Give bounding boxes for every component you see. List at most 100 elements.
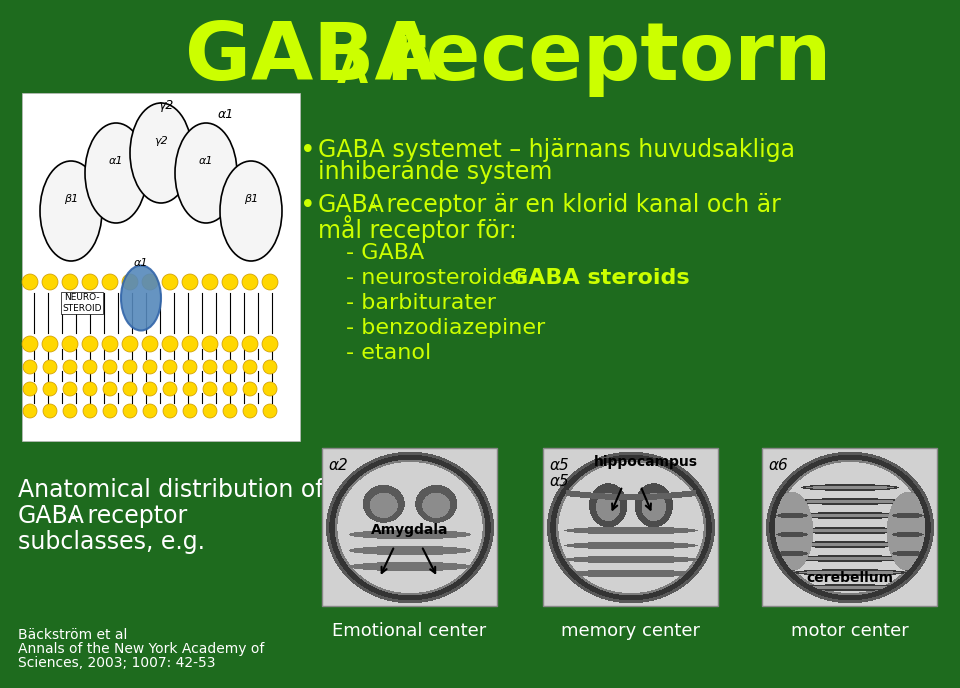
Circle shape [243,360,257,374]
Text: - barbiturater: - barbiturater [346,293,496,313]
Circle shape [103,382,117,396]
Ellipse shape [85,123,147,223]
Circle shape [83,382,97,396]
Circle shape [263,382,277,396]
Text: α1: α1 [108,156,123,166]
Circle shape [203,404,217,418]
Circle shape [83,404,97,418]
Text: mål receptor för:: mål receptor för: [318,215,516,243]
Circle shape [223,382,237,396]
Circle shape [122,274,138,290]
Circle shape [143,360,157,374]
Text: - GABA: - GABA [346,243,424,263]
Circle shape [123,404,137,418]
Circle shape [222,336,238,352]
Text: receptor är en klorid kanal och är: receptor är en klorid kanal och är [379,193,780,217]
Circle shape [62,274,78,290]
Circle shape [83,360,97,374]
Circle shape [203,360,217,374]
Text: β1: β1 [64,194,78,204]
Text: GABA systemet – hjärnans huvudsakliga: GABA systemet – hjärnans huvudsakliga [318,138,795,162]
Circle shape [142,274,158,290]
Circle shape [23,404,37,418]
Text: β1: β1 [244,194,258,204]
Circle shape [163,382,177,396]
Text: - etanol: - etanol [346,343,431,363]
Text: receptorn: receptorn [358,19,831,97]
Circle shape [103,360,117,374]
Text: α5: α5 [550,473,569,488]
Text: - neurosteroider –: - neurosteroider – [346,268,551,288]
Text: NEURO-
STEROID: NEURO- STEROID [62,293,102,313]
Circle shape [62,336,78,352]
Text: •: • [300,138,316,164]
Text: Sciences, 2003; 1007: 42-53: Sciences, 2003; 1007: 42-53 [18,656,215,670]
Circle shape [182,336,198,352]
Ellipse shape [121,266,161,330]
Circle shape [223,360,237,374]
Circle shape [43,360,57,374]
Text: GABA steroids: GABA steroids [510,268,689,288]
Text: - benzodiazepiner: - benzodiazepiner [346,318,545,338]
Circle shape [63,382,77,396]
Text: Bäckström et al: Bäckström et al [18,628,128,642]
Circle shape [242,274,258,290]
Circle shape [243,404,257,418]
Circle shape [223,404,237,418]
Circle shape [23,382,37,396]
Ellipse shape [130,103,192,203]
Text: memory center: memory center [561,622,700,640]
Circle shape [43,404,57,418]
Text: α1: α1 [133,258,148,268]
Text: receptor: receptor [80,504,187,528]
Circle shape [42,336,58,352]
Ellipse shape [220,161,282,261]
Circle shape [22,336,38,352]
Ellipse shape [175,123,237,223]
Circle shape [143,382,157,396]
Circle shape [202,336,218,352]
FancyBboxPatch shape [22,93,300,441]
Text: Emotional center: Emotional center [332,622,487,640]
Circle shape [63,404,77,418]
Text: A: A [337,52,368,92]
Text: Anatomical distribution of: Anatomical distribution of [18,478,324,502]
Text: α6: α6 [769,458,789,473]
Circle shape [63,360,77,374]
Circle shape [123,360,137,374]
Text: γ2: γ2 [155,136,168,146]
Circle shape [202,274,218,290]
Text: α1: α1 [218,109,234,122]
Circle shape [163,404,177,418]
Text: GABA: GABA [318,193,385,217]
Circle shape [162,336,178,352]
Circle shape [262,274,278,290]
Circle shape [82,336,98,352]
Circle shape [123,382,137,396]
Circle shape [203,382,217,396]
Text: γ2: γ2 [158,98,174,111]
Circle shape [183,382,197,396]
Text: A: A [68,511,78,525]
Text: cerebellum: cerebellum [806,570,893,585]
Circle shape [183,360,197,374]
Circle shape [22,274,38,290]
Circle shape [243,382,257,396]
Text: α1: α1 [199,156,213,166]
Text: Annals of the New York Academy of: Annals of the New York Academy of [18,642,264,656]
Circle shape [183,404,197,418]
Text: motor center: motor center [791,622,908,640]
Circle shape [142,336,158,352]
Circle shape [23,360,37,374]
Text: A: A [368,200,377,214]
Circle shape [182,274,198,290]
Circle shape [102,274,118,290]
Circle shape [262,336,278,352]
Text: GABA: GABA [18,504,84,528]
Circle shape [143,404,157,418]
Circle shape [103,404,117,418]
Text: subclasses, e.g.: subclasses, e.g. [18,530,205,554]
Text: inhiberande system: inhiberande system [318,160,552,184]
Text: hippocampus: hippocampus [593,455,698,469]
Text: GABA: GABA [185,19,437,97]
